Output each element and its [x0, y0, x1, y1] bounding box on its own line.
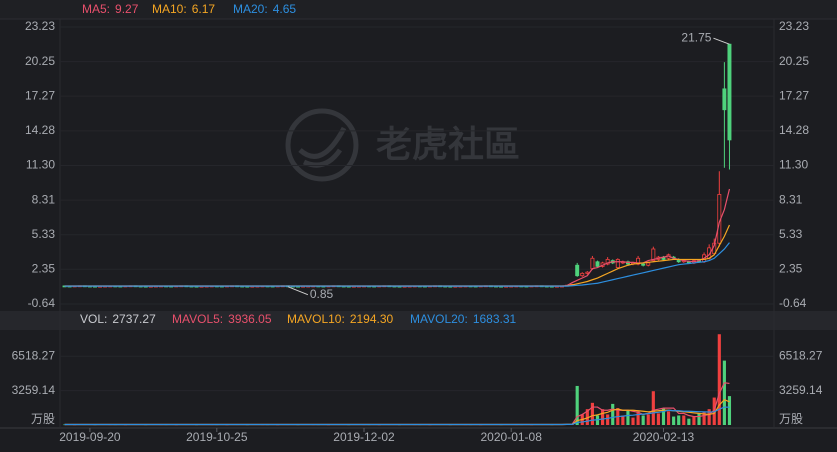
y-tick-label: 17.27 — [25, 88, 55, 102]
y-tick-label: 2.35 — [779, 261, 803, 275]
legend-value: 6.17 — [192, 2, 216, 16]
legend-value: 3936.05 — [228, 312, 272, 326]
legend-bar — [0, 0, 837, 19]
volume-bar — [682, 415, 686, 425]
y-tick-label: 14.28 — [779, 123, 809, 137]
volume-bar — [631, 417, 635, 425]
plot: -0.64 -0.64 2.35 2.35 5.33 5.33 8.31 8.31 11.30 1… — [12, 2, 823, 444]
candle-body — [646, 262, 651, 266]
volume-bar — [641, 415, 645, 425]
y-tick-label: 6518.27 — [779, 348, 823, 362]
y-tick-label: -0.64 — [779, 296, 807, 310]
legend-name: MA5: — [82, 2, 110, 16]
annotation-line — [287, 286, 309, 296]
volume-bar — [697, 413, 701, 425]
legend-name: MA10: — [152, 2, 187, 16]
volume-bar — [727, 396, 732, 425]
volume-bar — [611, 403, 615, 425]
x-tick-label: 2019-10-25 — [186, 430, 248, 444]
legend-value: 9.27 — [115, 2, 139, 16]
volume-bar — [692, 416, 696, 425]
y-tick-label: 14.28 — [25, 123, 55, 137]
x-tick-label: 2020-01-08 — [481, 430, 543, 444]
candle-body — [590, 257, 595, 270]
watermark: 老虎社區 — [285, 108, 520, 182]
legend-value: 2737.27 — [112, 312, 156, 326]
volume-bar — [702, 412, 706, 425]
y-tick-label: 8.31 — [779, 192, 803, 206]
volume-bar — [636, 411, 640, 425]
y-tick-label: 3259.14 — [779, 383, 823, 397]
candle-body — [580, 272, 585, 277]
y-tick-label: 11.30 — [779, 158, 808, 172]
volume-unit: 万股 — [779, 412, 803, 426]
legend-name: MAVOL20: — [410, 312, 468, 326]
volume-bar — [646, 414, 650, 425]
candle-body — [595, 261, 600, 267]
volume-bar — [651, 391, 655, 425]
x-tick-label: 2019-12-02 — [333, 430, 395, 444]
y-tick-label: 5.33 — [32, 227, 56, 241]
legend-value: 4.65 — [273, 2, 297, 16]
candle-body — [615, 259, 620, 268]
x-tick-label: 2019-09-20 — [59, 430, 121, 444]
y-tick-label: 11.30 — [26, 158, 55, 172]
volume-bar — [600, 409, 605, 425]
y-tick-label: 3259.14 — [12, 383, 56, 397]
y-tick-label: 2.35 — [32, 261, 56, 275]
candle-body — [686, 261, 691, 264]
legend-name: MAVOL10: — [287, 312, 345, 326]
watermark-logo — [285, 108, 359, 182]
candle-body — [575, 264, 580, 277]
y-tick-label: 20.25 — [779, 54, 809, 68]
volume-unit: 万股 — [31, 412, 55, 426]
legend-value: 1683.31 — [473, 312, 517, 326]
candle-body — [727, 43, 732, 141]
volume-bar — [672, 416, 676, 425]
y-tick-label: 6518.27 — [12, 348, 56, 362]
volume-bar — [62, 424, 67, 426]
y-tick-label: 23.23 — [25, 19, 55, 33]
volume-bar — [687, 418, 691, 425]
ma-line — [64, 406, 730, 426]
volume-bar — [661, 408, 666, 425]
watermark-logo — [298, 126, 347, 168]
legend-value: 2194.30 — [350, 312, 394, 326]
volume-bar — [717, 334, 721, 425]
ma-line — [64, 242, 730, 287]
volume-bar — [666, 411, 671, 425]
volume-bar — [677, 415, 681, 425]
volume-bar — [606, 414, 610, 425]
legend-name: VOL: — [80, 312, 107, 326]
candle-body — [722, 88, 727, 111]
annotation-line — [713, 37, 730, 45]
y-tick-label: 8.31 — [32, 192, 56, 206]
volume-bar — [585, 409, 589, 425]
y-tick-label: 20.25 — [25, 54, 55, 68]
volume-bar — [707, 409, 711, 425]
legend-name: MAVOL5: — [172, 312, 223, 326]
y-tick-label: 5.33 — [779, 227, 803, 241]
y-tick-label: 17.27 — [779, 88, 809, 102]
volume-bar — [722, 360, 726, 425]
volume-bar — [656, 413, 660, 425]
volume-bar — [626, 410, 630, 425]
candle-body — [605, 259, 610, 265]
candle-body — [651, 248, 656, 261]
y-tick-label: -0.64 — [28, 296, 56, 310]
volume-legend-bar — [0, 311, 837, 330]
volume-bar — [621, 415, 625, 425]
x-tick-label: 2020-02-13 — [633, 430, 695, 444]
volume-bar — [590, 402, 594, 425]
watermark-text: 老虎社區 — [376, 124, 520, 165]
legend-name: MA20: — [233, 2, 268, 16]
annotation: 21.75 — [681, 30, 711, 44]
candle-body — [641, 263, 646, 266]
y-tick-label: 23.23 — [779, 19, 809, 33]
annotation: 0.85 — [310, 287, 334, 301]
volume-bar — [575, 385, 579, 425]
